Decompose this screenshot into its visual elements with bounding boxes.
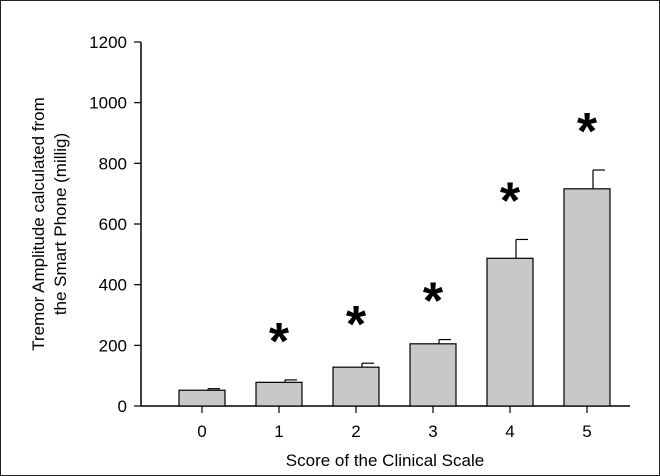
bar-5 — [563, 188, 611, 407]
bar-4 — [486, 257, 534, 407]
x-axis-title: Score of the Clinical Scale — [286, 451, 484, 470]
significance-markers: * * * * * — [269, 103, 598, 371]
y-tick-label: 400 — [99, 276, 127, 295]
bar-3 — [409, 343, 457, 407]
significance-star-3: * — [423, 273, 444, 331]
x-tick-label: 0 — [197, 422, 206, 441]
y-axis-title-line-2: the Smart Phone (millig) — [51, 133, 70, 315]
bar-0 — [178, 389, 226, 407]
y-tick-label: 1000 — [89, 94, 127, 113]
bars — [178, 169, 611, 407]
x-tick-label: 1 — [274, 422, 283, 441]
bar-2 — [332, 366, 380, 407]
significance-star-2: * — [346, 296, 367, 354]
x-tick-label: 5 — [582, 422, 591, 441]
y-axis-title-line-1: Tremor Amplitude calculated from — [29, 97, 48, 351]
y-tick-label: 800 — [99, 154, 127, 173]
x-tick-label: 2 — [351, 422, 360, 441]
significance-star-4: * — [500, 172, 521, 230]
bar-1 — [255, 381, 303, 407]
significance-star-1: * — [269, 313, 290, 371]
x-tick-label: 4 — [505, 422, 514, 441]
y-tick-label: 600 — [99, 215, 127, 234]
x-tick-label: 3 — [428, 422, 437, 441]
axes — [140, 42, 630, 407]
y-tick-label: 0 — [118, 397, 127, 416]
x-ticks: 0 1 2 3 4 5 — [197, 406, 592, 441]
y-tick-label: 1200 — [89, 33, 127, 52]
significance-star-5: * — [577, 103, 598, 161]
y-axis-title: Tremor Amplitude calculated from the Sma… — [29, 97, 70, 351]
y-tick-label: 200 — [99, 336, 127, 355]
y-ticks: 0 200 400 600 800 1000 1200 — [89, 33, 141, 416]
